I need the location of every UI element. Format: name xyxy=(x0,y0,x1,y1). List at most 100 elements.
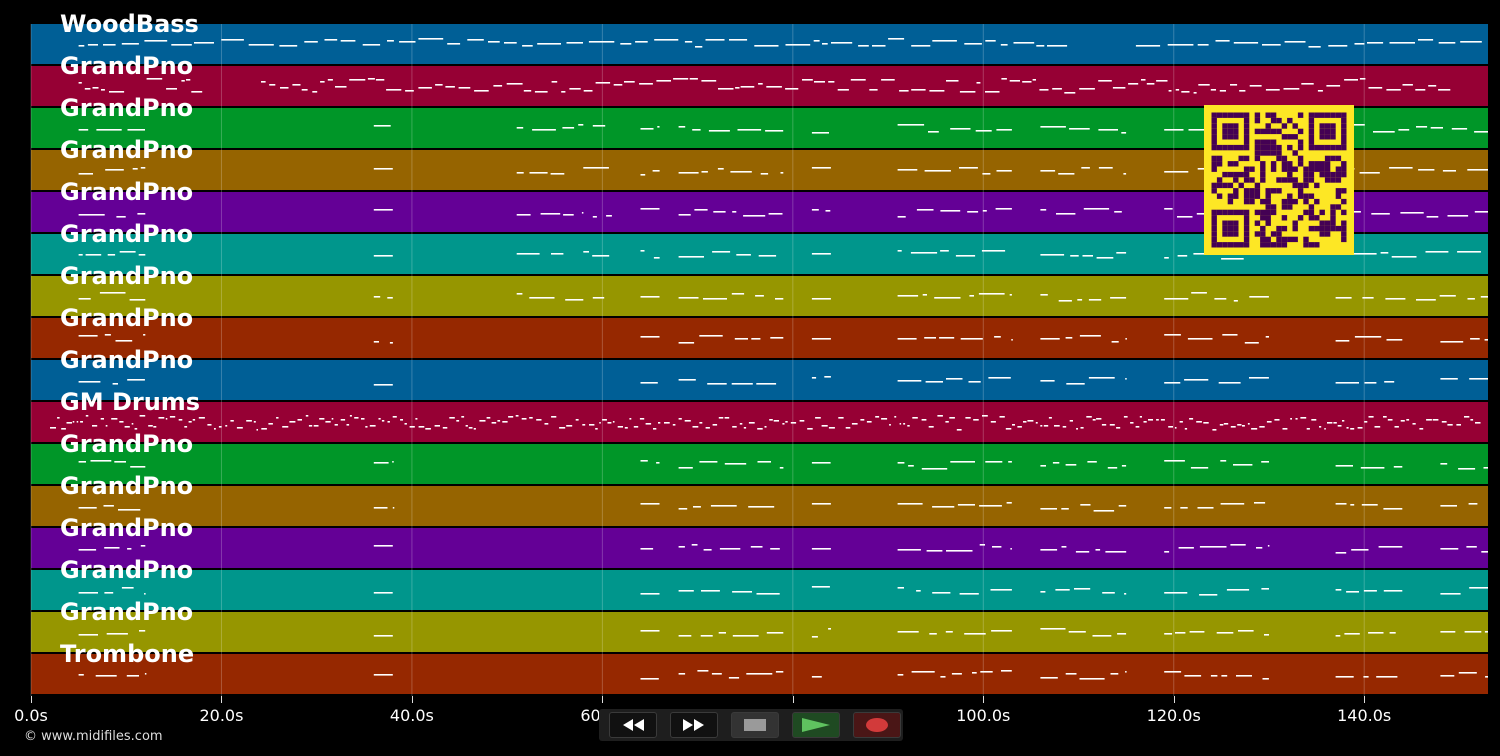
midi-note xyxy=(1125,378,1127,380)
midi-note xyxy=(692,426,699,428)
qr-module xyxy=(1308,171,1315,178)
midi-note xyxy=(969,295,974,297)
midi-note xyxy=(467,39,484,41)
midi-note xyxy=(1222,334,1238,336)
midi-note xyxy=(932,592,951,594)
midi-note xyxy=(1013,42,1035,44)
midi-note xyxy=(1064,92,1076,94)
midi-note xyxy=(1052,88,1062,90)
midi-note xyxy=(1188,129,1207,131)
qr-finder-module xyxy=(1211,139,1217,145)
rewind-button[interactable] xyxy=(609,712,657,738)
midi-note xyxy=(184,426,188,428)
midi-note xyxy=(1481,551,1488,553)
midi-note xyxy=(218,426,222,428)
midi-note xyxy=(551,81,558,83)
midi-note xyxy=(1261,461,1269,463)
midi-note xyxy=(1040,209,1047,211)
transport-controls xyxy=(599,709,903,741)
qr-module xyxy=(1260,198,1266,205)
midi-note xyxy=(1261,588,1269,590)
midi-note xyxy=(1367,42,1384,44)
midi-note xyxy=(1469,587,1488,589)
midi-note xyxy=(592,216,597,218)
midi-note xyxy=(678,126,686,128)
midi-note xyxy=(551,253,564,255)
midi-note xyxy=(1317,90,1323,92)
midi-note xyxy=(694,209,708,211)
midi-note xyxy=(373,341,379,343)
qr-module xyxy=(1254,155,1261,162)
play-button[interactable] xyxy=(792,712,840,738)
midi-note xyxy=(1451,128,1468,130)
midi-note xyxy=(1164,507,1172,509)
midi-note xyxy=(1438,89,1451,91)
midi-note xyxy=(925,381,943,383)
stop-button[interactable] xyxy=(731,712,779,738)
qr-module xyxy=(1303,193,1309,199)
midi-note xyxy=(1440,378,1458,380)
qr-module xyxy=(1254,128,1261,135)
record-button[interactable] xyxy=(853,712,901,738)
midi-note xyxy=(802,79,813,81)
qr-module xyxy=(1335,171,1342,178)
midi-note xyxy=(678,673,686,675)
midi-note xyxy=(1168,426,1173,428)
qr-module xyxy=(1276,188,1282,194)
midi-note xyxy=(1219,424,1224,426)
qr-module xyxy=(1281,215,1288,221)
midi-note xyxy=(1233,42,1259,44)
qr-module xyxy=(1287,193,1293,199)
midi-note xyxy=(392,461,394,463)
midi-note xyxy=(1415,89,1426,91)
axis-tick-label: 120.0s xyxy=(1146,706,1201,725)
qr-module xyxy=(1233,193,1239,199)
qr-module xyxy=(1216,177,1223,183)
midi-note xyxy=(988,377,1011,379)
midi-note xyxy=(418,426,425,428)
midi-note xyxy=(1135,45,1161,47)
qr-finder-module xyxy=(1308,117,1315,124)
midi-note xyxy=(1220,503,1245,505)
midi-note xyxy=(1164,382,1181,384)
midi-note xyxy=(1456,424,1461,426)
midi-note xyxy=(1212,429,1217,431)
qr-module xyxy=(1314,166,1320,172)
qr-module xyxy=(1249,188,1255,194)
midi-note xyxy=(78,214,105,216)
midi-note xyxy=(559,427,566,429)
qr-module xyxy=(1249,198,1255,205)
track-lane xyxy=(31,402,1488,442)
qr-module xyxy=(1238,182,1244,189)
midi-note xyxy=(1066,383,1085,385)
track-notes xyxy=(50,415,1481,431)
midi-note xyxy=(765,130,784,132)
midi-note xyxy=(1247,423,1250,425)
midi-note xyxy=(775,298,784,300)
midi-note xyxy=(415,418,418,420)
midi-note xyxy=(903,423,906,425)
midi-note xyxy=(521,418,527,420)
qr-module xyxy=(1335,188,1342,194)
midi-note xyxy=(1040,591,1046,593)
midi-note xyxy=(652,170,660,172)
midi-note xyxy=(1079,678,1105,680)
midi-note xyxy=(313,425,319,427)
qr-module xyxy=(1314,198,1320,205)
midi-note xyxy=(583,90,593,92)
qr-module xyxy=(1249,193,1255,199)
midi-note xyxy=(1428,85,1437,87)
midi-note xyxy=(516,293,523,295)
fast-forward-button[interactable] xyxy=(670,712,718,738)
midi-note xyxy=(104,592,114,594)
qr-module xyxy=(1292,177,1298,183)
qr-module xyxy=(1270,242,1277,248)
midi-note xyxy=(811,132,829,134)
midi-note xyxy=(640,548,654,550)
midi-note xyxy=(684,41,693,43)
midi-note xyxy=(639,83,653,85)
midi-note xyxy=(811,167,831,169)
qr-module xyxy=(1254,231,1261,237)
midi-note xyxy=(1105,551,1127,553)
midi-note xyxy=(807,428,813,430)
